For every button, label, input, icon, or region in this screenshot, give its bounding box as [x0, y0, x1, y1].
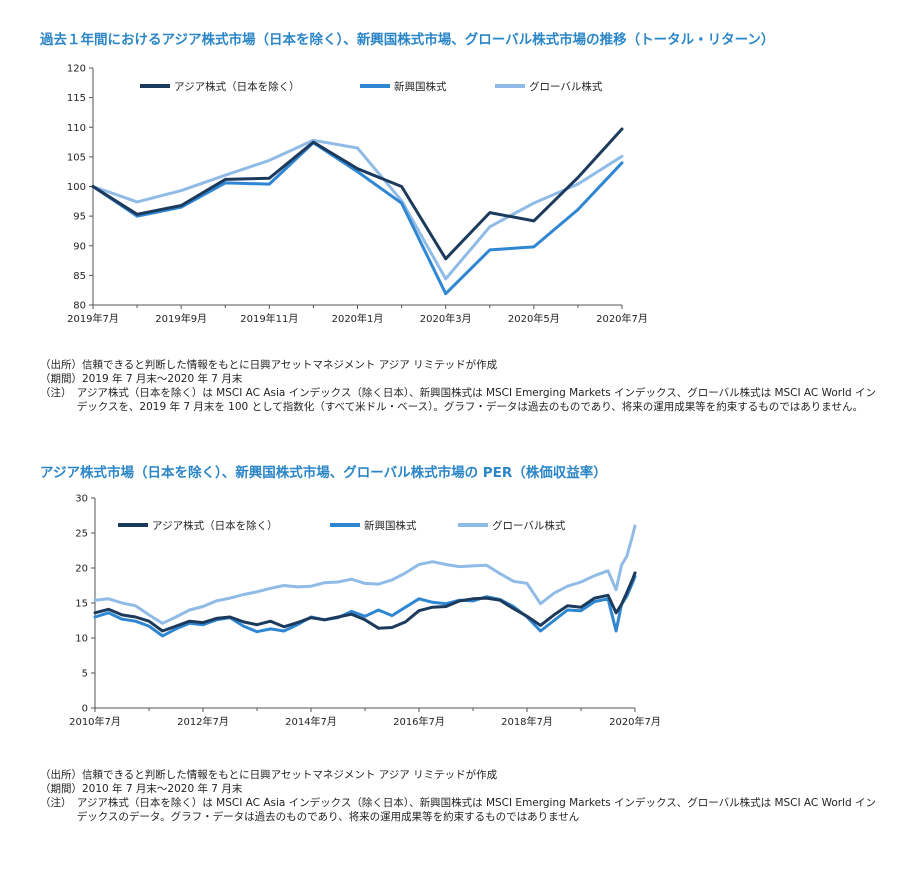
note1-source: （出所） 信頼できると判断した情報をもとに日興アセットマネジメント アジア リミテ…	[40, 359, 498, 371]
chart1-y-tick-label: 85	[73, 271, 86, 282]
chart2-x-tick-label: 2012年7月	[177, 715, 229, 728]
chart2-y-tick-label: 30	[75, 494, 88, 505]
chart2-series-line-asia	[93, 571, 637, 633]
chart1-series-line-global	[91, 138, 624, 281]
chart2-x-tick-label: 2010年7月	[69, 715, 121, 728]
note2-source: （出所） 信頼できると判断した情報をもとに日興アセットマネジメント アジア リミテ…	[40, 769, 498, 781]
chart1-y-tick-label: 95	[73, 212, 86, 223]
chart1-y-tick-label: 100	[67, 182, 86, 193]
note1-period: （期間） 2019 年 7 月末～2020 年 7 月末	[40, 373, 243, 385]
chart2-x-tick-label: 2016年7月	[393, 715, 445, 728]
chart2-y-tick-label: 15	[75, 599, 88, 610]
chart1-x-tick-label: 2020年3月	[420, 312, 472, 325]
chart2-notes: （出所） 信頼できると判断した情報をもとに日興アセットマネジメント アジア リミテ…	[40, 768, 880, 824]
chart1-series-line-em	[91, 141, 624, 296]
chart2-svg: 0 5 10 15 20 25 30 2010年7月 2012年7月 2014年7月 2016年7月…	[69, 494, 661, 729]
chart2-y-tick-label: 5	[82, 669, 88, 680]
note1-remark: （注） アジア株式（日本を除く）は MSCI AC Asia インデックス（除く…	[40, 387, 877, 413]
chart1-x-tick-label: 2019年7月	[67, 312, 119, 325]
chart2-title: アジア株式市場（日本を除く）、新興国株式市場、グローバル株式市場の PER（株価…	[40, 465, 607, 481]
chart2: 0 5 10 15 20 25 30 2010年7月 2012年7月 2014年7月 2016年7月…	[40, 490, 680, 740]
chart1-y-tick-label: 105	[67, 152, 86, 163]
chart1-legend-label-asia: アジア株式（日本を除く）	[174, 80, 300, 93]
chart1-y-tick-label: 90	[73, 241, 86, 252]
chart2-series-line-global	[93, 524, 637, 625]
chart1-legend-label-global: グローバル株式	[529, 80, 603, 93]
chart2-y-tick-label: 25	[75, 529, 88, 540]
chart2-y-tick-label: 10	[75, 634, 88, 645]
chart2-legend-label-asia: アジア株式（日本を除く）	[152, 519, 278, 532]
chart1-x-tick-label: 2020年7月	[596, 312, 648, 325]
chart2-x-tick-label: 2018年7月	[501, 715, 553, 728]
chart1-title: 過去１年間におけるアジア株式市場（日本を除く）、新興国株式市場、グローバル株式市…	[40, 32, 775, 48]
chart1-y-tick-label: 80	[73, 301, 86, 312]
chart1-y-tick-label: 115	[67, 93, 86, 104]
chart1-x-tick-label: 2020年5月	[508, 312, 560, 325]
chart1-y-tick-label: 110	[67, 123, 86, 134]
chart1: 80 85 90 95 100 105 110 115 120 2019年7月 2019年9月 201…	[40, 58, 660, 338]
note2-remark: （注） アジア株式（日本を除く）は MSCI AC Asia インデックス（除く…	[40, 797, 877, 823]
chart2-series-line-em	[93, 574, 637, 638]
chart1-x-tick-label: 2019年9月	[155, 312, 207, 325]
chart2-y-tick-label: 0	[82, 704, 88, 715]
chart2-legend-label-em: 新興国株式	[364, 519, 417, 532]
chart1-legend-label-em: 新興国株式	[394, 80, 447, 93]
chart1-notes: （出所） 信頼できると判断した情報をもとに日興アセットマネジメント アジア リミテ…	[40, 358, 880, 414]
chart1-y-tick-label: 120	[67, 64, 86, 75]
chart2-legend-label-global: グローバル株式	[492, 519, 566, 532]
chart1-series-line-asia	[91, 127, 624, 261]
note2-period: （期間） 2010 年 7 月末～2020 年 7 月末	[40, 783, 243, 795]
chart1-x-tick-label: 2020年1月	[332, 312, 384, 325]
chart2-x-tick-label: 2020年7月	[609, 715, 661, 728]
chart1-x-tick-label: 2019年11月	[240, 312, 298, 325]
chart2-x-tick-label: 2014年7月	[285, 715, 337, 728]
chart1-svg: 80 85 90 95 100 105 110 115 120 2019年7月 2019年9月 201…	[67, 64, 648, 326]
chart2-y-tick-label: 20	[75, 564, 88, 575]
